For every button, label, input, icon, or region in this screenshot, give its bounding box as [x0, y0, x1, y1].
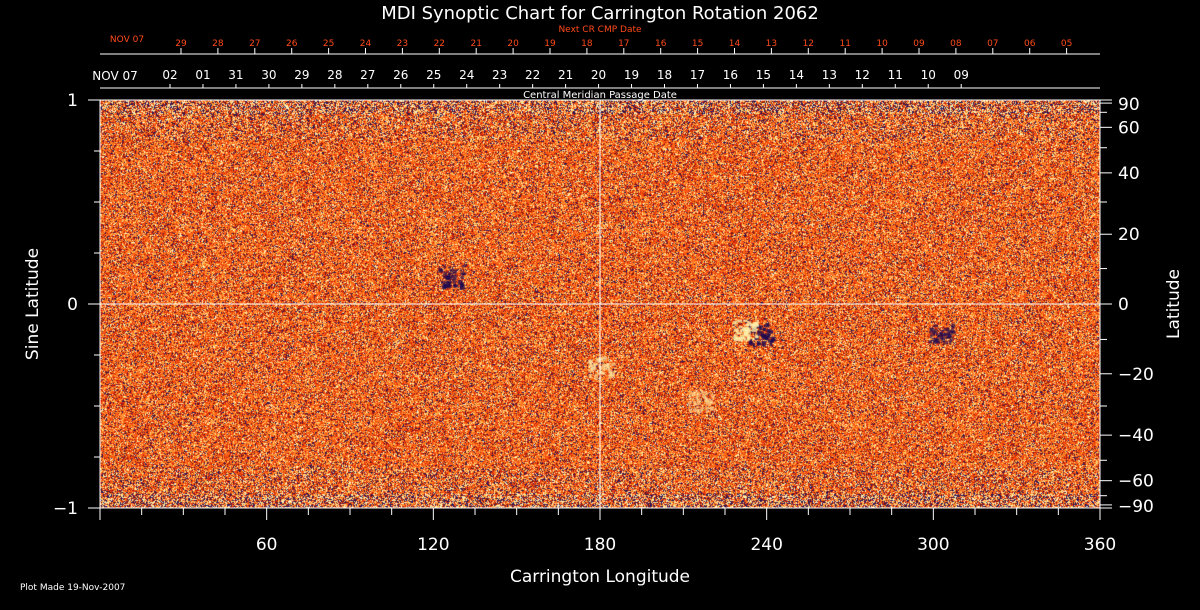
y-tick-label-right: −90 — [1118, 497, 1154, 517]
cmp-start-label: NOV 07 — [92, 69, 138, 83]
next-cr-date-label: 13 — [766, 39, 777, 49]
next-cr-date-label: 06 — [1024, 39, 1036, 49]
cmp-date-label: 15 — [756, 68, 771, 82]
y-tick-label-right: 90 — [1118, 95, 1140, 115]
next-cr-date-label: 16 — [655, 39, 667, 49]
y-tick-label-right: 20 — [1118, 225, 1140, 245]
y-tick-label-left: −1 — [53, 499, 78, 519]
next-cr-date-label: 17 — [618, 39, 629, 49]
cmp-date-label: 13 — [822, 68, 837, 82]
x-axis-label: Carrington Longitude — [510, 567, 690, 587]
next-cr-date-label: 09 — [913, 39, 925, 49]
next-cr-date-label: 26 — [286, 39, 298, 49]
cmp-date-label: 26 — [393, 68, 408, 82]
next-cr-date-label: 14 — [729, 39, 741, 49]
cmp-date-label: 23 — [492, 68, 507, 82]
cmp-date-label: 29 — [294, 68, 309, 82]
next-cr-date-label: 27 — [249, 39, 260, 49]
y-tick-label-right: −20 — [1118, 365, 1154, 385]
cmp-date-label: 16 — [723, 68, 738, 82]
next-cr-date-label: 08 — [950, 39, 962, 49]
x-tick-label: 360 — [1084, 535, 1116, 555]
next-cr-date-label: 29 — [175, 39, 187, 49]
next-cr-date-label: 10 — [876, 39, 888, 49]
cmp-date-label: 21 — [558, 68, 573, 82]
next-cr-date-label: 07 — [987, 39, 998, 49]
cmp-date-label: 11 — [888, 68, 903, 82]
next-cr-date-label: 11 — [839, 39, 850, 49]
cmp-date-label: 20 — [591, 68, 606, 82]
top-axis-label: Central Meridian Passage Date — [523, 90, 677, 101]
cmp-date-label: 10 — [921, 68, 936, 82]
next-cr-date-label: 18 — [581, 39, 593, 49]
cmp-date-label: 09 — [954, 68, 969, 82]
x-tick-label: 300 — [917, 535, 949, 555]
next-cr-date-label: 12 — [803, 39, 814, 49]
y-axis-label-right: Latitude — [1164, 269, 1184, 339]
cmp-date-label: 31 — [228, 68, 243, 82]
cmp-date-label: 17 — [690, 68, 705, 82]
next-cr-date-label: 24 — [360, 39, 372, 49]
cmp-date-label: 19 — [624, 68, 639, 82]
cmp-date-label: 01 — [195, 68, 210, 82]
cmp-date-label: 14 — [789, 68, 804, 82]
y-tick-label-right: 60 — [1118, 118, 1140, 138]
next-cr-date-label: 15 — [692, 39, 703, 49]
x-tick-label: 180 — [584, 535, 616, 555]
next-cr-date-label: 28 — [212, 39, 224, 49]
next-cr-axis-label: Next CR CMP Date — [558, 25, 642, 35]
y-axis-label-left: Sine Latitude — [23, 248, 43, 360]
y-tick-label-left: 0 — [67, 295, 78, 315]
cmp-date-label: 24 — [459, 68, 474, 82]
cmp-date-label: 22 — [525, 68, 540, 82]
next-cr-date-label: 21 — [470, 39, 481, 49]
cmp-date-label: 02 — [162, 68, 177, 82]
y-tick-label-right: 0 — [1118, 295, 1129, 315]
y-tick-label-right: −60 — [1118, 472, 1154, 492]
y-tick-label-right: −40 — [1118, 426, 1154, 446]
cmp-date-label: 30 — [261, 68, 276, 82]
x-tick-label: 240 — [750, 535, 782, 555]
next-cr-date-label: 22 — [434, 39, 445, 49]
cmp-date-label: 12 — [855, 68, 870, 82]
cmp-date-label: 28 — [327, 68, 342, 82]
next-cr-date-label: 25 — [323, 39, 334, 49]
next-cr-date-label: 20 — [507, 39, 519, 49]
plot-footer: Plot Made 19-Nov-2007 — [20, 583, 125, 593]
cmp-date-label: 18 — [657, 68, 672, 82]
x-tick-label: 60 — [256, 535, 278, 555]
next-cr-date-label: 23 — [397, 39, 408, 49]
next-cr-date-label: 19 — [544, 39, 556, 49]
x-tick-label: 120 — [417, 535, 449, 555]
chart-title: MDI Synoptic Chart for Carrington Rotati… — [381, 3, 819, 24]
next-cr-date-label: 05 — [1061, 39, 1072, 49]
y-tick-label-right: 40 — [1118, 164, 1140, 184]
next-cr-start-label: NOV 07 — [110, 35, 144, 45]
cmp-date-label: 25 — [426, 68, 441, 82]
y-tick-label-left: 1 — [67, 91, 78, 111]
cmp-date-label: 27 — [360, 68, 375, 82]
